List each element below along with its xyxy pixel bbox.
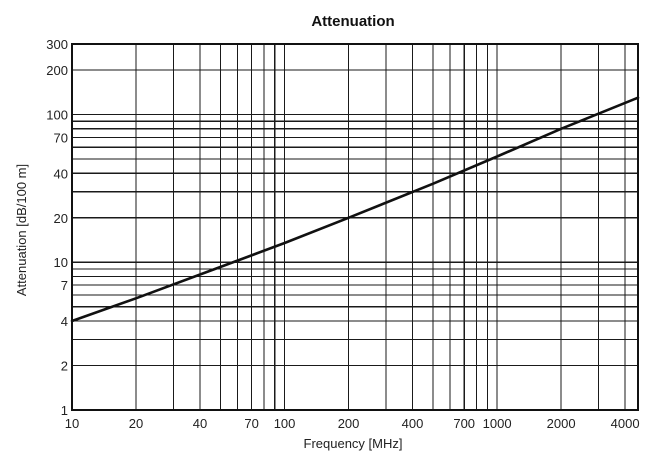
plot-frame: [71, 43, 639, 411]
y-tick-label: 10: [54, 255, 68, 270]
x-tick-label: 20: [129, 416, 143, 431]
y-tick-label: 1: [61, 403, 68, 418]
x-tick-label: 100: [274, 416, 296, 431]
chart-title: Attenuation: [311, 13, 394, 30]
x-tick-label: 1000: [483, 416, 512, 431]
x-axis-label: Frequency [MHz]: [304, 436, 403, 451]
y-tick-label: 70: [54, 130, 68, 145]
y-axis-label: Attenuation [dB/100 m]: [14, 164, 29, 296]
y-tick-labels: 1 2 4 7 10 20 40 70 100 200 300: [46, 37, 68, 418]
y-tick-label: 100: [46, 107, 68, 122]
x-tick-label: 40: [193, 416, 207, 431]
y-tick-label: 20: [54, 211, 68, 226]
series-layer: [70, 96, 640, 323]
y-tick-label: 4: [61, 314, 68, 329]
x-tick-label: 2000: [547, 416, 576, 431]
y-tick-label: 7: [61, 278, 68, 293]
y-tick-label: 200: [46, 63, 68, 78]
x-tick-label: 4000: [611, 416, 640, 431]
y-grid: [72, 43, 638, 411]
x-tick-label: 200: [338, 416, 360, 431]
x-tick-label: 700: [453, 416, 475, 431]
y-tick-label: 300: [46, 37, 68, 52]
x-tick-label: 400: [402, 416, 424, 431]
attenuation-line: [70, 96, 640, 323]
y-tick-label: 40: [54, 166, 68, 181]
x-grid: [71, 44, 626, 410]
y-tick-label: 2: [61, 359, 68, 374]
x-tick-labels: 10 20 40 70 100 200 400 700 1000 2000 4000: [65, 416, 640, 431]
x-tick-label: 70: [244, 416, 258, 431]
x-tick-label: 10: [65, 416, 79, 431]
